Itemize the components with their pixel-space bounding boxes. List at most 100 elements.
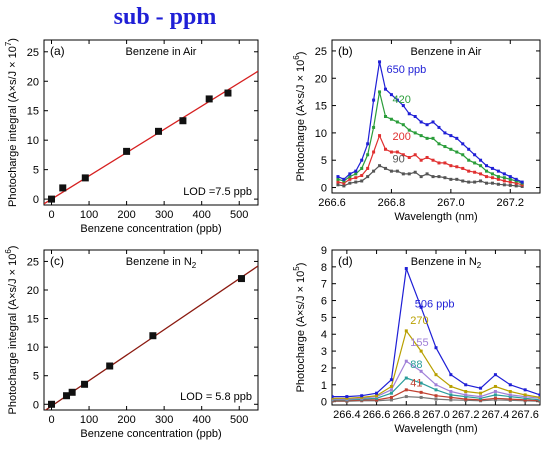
panel-title-main: Benzene in N	[126, 256, 192, 268]
series-marker	[383, 87, 387, 91]
series-marker	[354, 169, 358, 173]
y-axis-label-exponent: 5	[292, 266, 301, 271]
x-axis-label: Benzene concentration (ppb)	[80, 428, 221, 440]
series-label: 90	[392, 153, 404, 165]
series-marker	[336, 175, 340, 179]
data-point	[237, 275, 245, 283]
series-marker	[348, 175, 352, 179]
series-label: 200	[392, 131, 410, 143]
series-marker	[434, 388, 438, 392]
series-marker	[449, 373, 453, 377]
series-marker	[372, 125, 376, 129]
series-marker	[479, 179, 483, 183]
x-axis-label: Benzene concentration (ppb)	[80, 223, 221, 235]
series-marker	[342, 184, 346, 188]
series-marker	[473, 180, 477, 184]
y-tick-label: 0	[33, 194, 39, 206]
series-marker	[493, 398, 497, 402]
series-marker	[490, 176, 494, 180]
series-marker	[514, 177, 518, 181]
series-marker	[404, 376, 408, 380]
x-tick-label: 400	[193, 209, 211, 221]
series-marker	[404, 395, 408, 399]
series-label: 41	[410, 377, 422, 389]
series-marker	[502, 176, 506, 180]
series-marker	[490, 166, 494, 170]
series-marker	[461, 153, 465, 157]
series-marker	[375, 398, 379, 402]
series-marker	[419, 158, 423, 162]
series-marker	[389, 150, 393, 154]
series-marker	[479, 164, 483, 168]
series-marker	[485, 181, 489, 185]
series-marker	[434, 394, 438, 398]
series-marker	[372, 98, 376, 102]
plot-frame	[43, 39, 259, 206]
y-tick-label: 20	[27, 76, 39, 88]
data-point	[155, 127, 163, 135]
series-marker	[366, 175, 370, 179]
series-marker	[493, 393, 497, 397]
plot-area	[336, 60, 524, 188]
series-marker	[378, 164, 382, 168]
series-marker	[449, 177, 453, 181]
series-marker	[401, 123, 405, 127]
series-marker	[348, 181, 352, 185]
panel-title-main: Benzene in Air	[126, 46, 197, 58]
series-marker	[378, 90, 382, 94]
series-marker	[496, 177, 500, 181]
series-marker	[496, 175, 500, 179]
series-marker	[467, 169, 471, 173]
series-marker	[354, 176, 358, 180]
x-tick-label: 500	[230, 209, 248, 221]
panel-title-subscript: 2	[192, 261, 197, 270]
series-marker	[523, 393, 527, 397]
series-marker	[523, 396, 527, 400]
series-marker	[467, 147, 471, 151]
series-marker	[375, 396, 379, 400]
series-marker	[431, 175, 435, 179]
series-marker	[419, 134, 423, 138]
series-marker	[404, 329, 408, 333]
series-marker	[508, 390, 512, 394]
series-marker	[336, 180, 340, 184]
x-tick-label: 266.8	[393, 409, 421, 421]
series-marker	[413, 115, 417, 118]
series-marker	[443, 131, 447, 135]
series-label: 506 ppb	[415, 298, 455, 310]
series-marker	[404, 267, 408, 271]
series-marker	[467, 158, 471, 162]
series-marker	[479, 158, 483, 162]
series-marker	[389, 395, 393, 399]
series-marker	[493, 390, 497, 394]
panel-title: Benzene in Air	[411, 46, 482, 58]
y-axis-label-main: Photocharge integral (A×s/J × 10	[7, 46, 19, 207]
y-tick-label: 10	[27, 342, 39, 354]
x-tick-label: 267.0	[437, 197, 465, 209]
x-axis-label: Wavelength (nm)	[394, 423, 477, 435]
series-marker	[461, 142, 465, 146]
series-marker	[431, 120, 435, 124]
series-marker	[401, 104, 405, 108]
y-tick-label: 5	[321, 155, 327, 167]
y-axis-label: Photocharge integral (A×s/J × 106)	[4, 246, 19, 415]
series-marker	[437, 175, 441, 179]
y-axis-label: Photocharge (A×s/J × 106)	[292, 52, 307, 182]
series-marker	[407, 155, 411, 159]
series-marker	[413, 153, 417, 157]
panel-title: Benzene in N2	[411, 256, 482, 270]
series-marker	[461, 166, 465, 170]
series-marker	[413, 131, 417, 135]
y-axis-label-main: Photocharge integral (A×s/J × 10	[7, 254, 19, 415]
series-marker	[407, 112, 411, 116]
plot-area	[44, 70, 258, 205]
data-point	[123, 147, 131, 155]
chart-panel-a: 0 100 200 300 400 500 0 5 10 15 20 25 Benzene concen…	[4, 38, 259, 235]
series-marker	[493, 396, 497, 400]
series-marker	[538, 393, 540, 397]
y-axis-label-exponent: 6	[292, 55, 301, 60]
series-marker	[383, 166, 387, 170]
panel-label: (a)	[50, 44, 65, 58]
